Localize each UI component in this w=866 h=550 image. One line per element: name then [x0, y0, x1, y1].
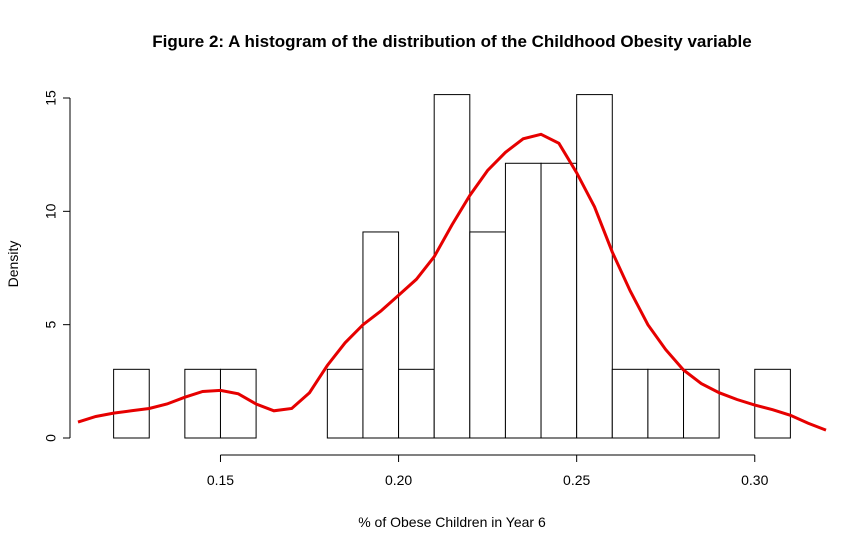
x-tick-label: 0.15: [207, 472, 234, 488]
histogram-bar: [433, 94, 471, 439]
x-tick-label: 0.25: [563, 472, 590, 488]
chart-title: Figure 2: A histogram of the distributio…: [152, 32, 751, 51]
y-tick-label: 15: [43, 90, 59, 106]
y-axis: 0 5 10 15: [43, 90, 71, 442]
density-curve: [77, 132, 827, 432]
histogram-bar: [326, 368, 364, 439]
histogram-bar: [469, 231, 506, 439]
histogram-bar: [219, 368, 257, 439]
histogram-bar: [611, 368, 649, 439]
x-tick-label: 0.30: [741, 472, 768, 488]
histogram-bar: [362, 231, 400, 439]
x-axis-label: % of Obese Children in Year 6: [358, 514, 546, 530]
histogram-bar: [398, 368, 435, 439]
x-axis: 0.15 0.20 0.25 0.30: [207, 454, 769, 488]
histogram-bar: [683, 368, 720, 439]
y-tick-label: 10: [43, 203, 59, 219]
y-tick-label: 0: [43, 434, 59, 442]
histogram-bar: [754, 368, 791, 439]
histogram-bar: [576, 94, 613, 439]
histogram-bar: [647, 368, 685, 439]
histogram-bars: [113, 94, 791, 439]
y-tick-label: 5: [43, 321, 59, 329]
x-tick-label: 0.20: [385, 472, 412, 488]
y-axis-label: Density: [5, 241, 21, 288]
histogram-bar: [184, 368, 221, 439]
histogram-bar: [540, 162, 578, 439]
histogram-bar: [113, 368, 150, 439]
histogram-bar: [504, 162, 542, 439]
